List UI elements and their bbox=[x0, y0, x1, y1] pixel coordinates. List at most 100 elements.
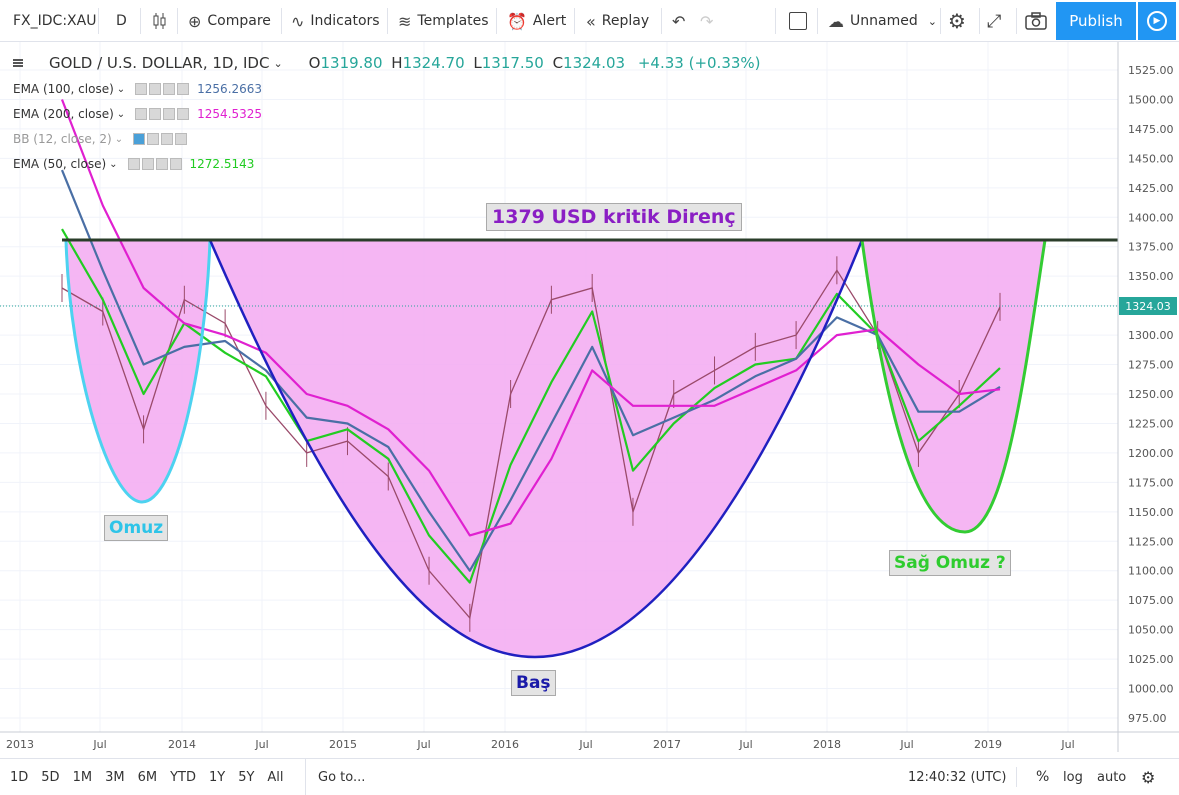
indicator-name: EMA (200, close) bbox=[13, 107, 114, 121]
ohlc-values: O1319.80 H1324.70 L1317.50 C1324.03 +4.3… bbox=[309, 54, 761, 72]
close-label: C bbox=[552, 54, 564, 72]
redo-icon: ↷ bbox=[700, 11, 714, 31]
indicator-legend-ema100[interactable]: EMA (100, close) ⌄ 1256.2663 bbox=[13, 82, 262, 96]
price-tick-label: 1175.00 bbox=[1128, 476, 1174, 489]
chevron-down-icon[interactable]: ⌄ bbox=[116, 83, 126, 95]
goto-button[interactable]: Go to... bbox=[305, 759, 365, 795]
high-label: H bbox=[391, 54, 403, 72]
chevron-down-icon[interactable]: ⌄ bbox=[109, 158, 118, 170]
undo-icon: ↶ bbox=[672, 11, 686, 31]
gear-icon[interactable] bbox=[147, 133, 160, 145]
live-stream-button[interactable]: ▶ bbox=[1138, 2, 1176, 40]
chevron-down-icon[interactable]: ⌄ bbox=[114, 133, 124, 145]
close-icon[interactable] bbox=[169, 158, 182, 170]
indicator-line-ema-50-close- bbox=[61, 228, 1001, 584]
templates-icon: ≋ bbox=[398, 11, 412, 31]
replay-button[interactable]: « Replay bbox=[586, 0, 649, 42]
indicators-button[interactable]: ∿ Indicators bbox=[291, 0, 380, 42]
range-button-5d[interactable]: 5D bbox=[41, 769, 60, 785]
redo-button[interactable]: ↷ bbox=[700, 0, 719, 42]
percent-label: % bbox=[1036, 769, 1050, 785]
left-shoulder-annotation: Omuz bbox=[104, 515, 169, 541]
fullscreen-button[interactable]: ⤢ bbox=[987, 0, 1007, 42]
undo-button[interactable]: ↶ bbox=[672, 0, 691, 42]
auto-toggle[interactable]: auto bbox=[1097, 759, 1126, 795]
gear-icon[interactable] bbox=[149, 108, 162, 120]
chart-area[interactable]: 1525.00 1500.00 1475.00 1450.00 1425.00 1400.… bbox=[0, 42, 1179, 752]
indicator-legend-ema200[interactable]: EMA (200, close) ⌄ 1254.5325 bbox=[13, 107, 262, 121]
close-icon[interactable] bbox=[177, 83, 190, 95]
chevron-down-icon: ⌄ bbox=[927, 14, 937, 28]
price-chart[interactable]: 1525.00 1500.00 1475.00 1450.00 1425.00 1400.… bbox=[0, 42, 1179, 752]
percent-toggle[interactable]: % bbox=[1036, 759, 1049, 795]
symbol-search[interactable]: FX_IDC:XAU bbox=[13, 0, 96, 42]
settings-button[interactable]: ⚙ bbox=[948, 0, 972, 42]
time-tick-label: 2018 bbox=[813, 738, 841, 751]
axis-settings-button[interactable]: ⚙ bbox=[1141, 759, 1155, 795]
indicator-value: 1272.5143 bbox=[189, 157, 255, 171]
price-tick-label: 1350.00 bbox=[1128, 270, 1174, 283]
log-toggle[interactable]: log bbox=[1063, 759, 1083, 795]
time-tick-label: Jul bbox=[92, 738, 106, 751]
price-tick-label: 1400.00 bbox=[1128, 211, 1174, 224]
indicator-legend-ema50[interactable]: EMA (50, close) ⌄ 1272.5143 bbox=[13, 157, 254, 171]
range-button-all[interactable]: All bbox=[267, 769, 284, 785]
symbol-label: FX_IDC:XAU bbox=[13, 13, 97, 29]
close-icon[interactable] bbox=[177, 108, 190, 120]
low-label: L bbox=[473, 54, 482, 72]
range-button-6m[interactable]: 6M bbox=[137, 769, 158, 785]
cloud-icon: ☁ bbox=[828, 11, 844, 31]
range-buttons: 1D 5D 1M 3M 6M YTD 1Y 5Y All bbox=[10, 759, 297, 795]
templates-button[interactable]: ≋ Templates bbox=[398, 0, 489, 42]
alert-button[interactable]: ⏰ Alert bbox=[507, 0, 566, 42]
time-tick-label: 2016 bbox=[491, 738, 519, 751]
hidden-eye-icon[interactable] bbox=[133, 133, 146, 145]
plus-icon[interactable] bbox=[161, 133, 174, 145]
range-button-1d[interactable]: 1D bbox=[10, 769, 29, 785]
range-button-1y[interactable]: 1Y bbox=[208, 769, 226, 785]
head-fill bbox=[210, 240, 862, 657]
interval-button[interactable]: D bbox=[116, 0, 127, 42]
plus-icon[interactable] bbox=[163, 83, 176, 95]
gear-icon[interactable] bbox=[149, 83, 162, 95]
chevron-down-icon[interactable]: ⌄ bbox=[116, 108, 126, 120]
eye-icon[interactable] bbox=[127, 158, 140, 170]
gear-icon[interactable] bbox=[141, 158, 154, 170]
left-shoulder-curve bbox=[64, 239, 212, 504]
chart-type-button[interactable] bbox=[152, 0, 168, 42]
plus-icon[interactable] bbox=[163, 108, 176, 120]
chevron-down-icon[interactable]: ⌄ bbox=[273, 56, 283, 70]
range-button-ytd[interactable]: YTD bbox=[170, 769, 196, 785]
symbol-title: GOLD / U.S. DOLLAR, 1D, IDC bbox=[49, 54, 270, 72]
price-tick-label: 1425.00 bbox=[1128, 182, 1174, 195]
range-button-1m[interactable]: 1M bbox=[72, 769, 93, 785]
alarm-clock-icon: ⏰ bbox=[507, 11, 527, 31]
range-button-3m[interactable]: 3M bbox=[105, 769, 125, 785]
plus-icon[interactable] bbox=[155, 158, 168, 170]
snapshot-button[interactable] bbox=[1025, 0, 1047, 42]
publish-label: Publish bbox=[1069, 12, 1123, 30]
plus-circle-icon: ⊕ bbox=[188, 11, 202, 31]
eye-icon[interactable] bbox=[135, 108, 148, 120]
select-box-button[interactable] bbox=[789, 0, 807, 42]
range-button-5y[interactable]: 5Y bbox=[238, 769, 255, 785]
compare-button[interactable]: ⊕ Compare bbox=[188, 0, 271, 42]
time-tick-label: 2019 bbox=[974, 738, 1002, 751]
clock-label: 12:40:32 (UTC) bbox=[908, 769, 1007, 785]
auto-label: auto bbox=[1097, 769, 1127, 785]
close-icon[interactable] bbox=[175, 133, 188, 145]
log-label: log bbox=[1063, 769, 1083, 785]
time-tick-label: Jul bbox=[738, 738, 752, 751]
publish-button[interactable]: Publish bbox=[1056, 2, 1136, 40]
eye-icon[interactable] bbox=[135, 83, 148, 95]
menu-icon bbox=[13, 62, 23, 64]
indicator-legend-bb[interactable]: BB (12, close, 2) ⌄ bbox=[13, 132, 188, 146]
indicator-line-ema-100-close- bbox=[60, 169, 1001, 572]
alert-label: Alert bbox=[532, 13, 567, 29]
open-value: 1319.80 bbox=[320, 54, 383, 72]
layout-menu[interactable]: ☁ Unnamed ⌄ bbox=[828, 0, 937, 42]
indicator-value: 1256.2663 bbox=[197, 82, 263, 96]
indicator-name: BB (12, close, 2) bbox=[13, 132, 112, 146]
low-value: 1317.50 bbox=[481, 54, 544, 72]
goto-label: Go to... bbox=[318, 769, 366, 785]
